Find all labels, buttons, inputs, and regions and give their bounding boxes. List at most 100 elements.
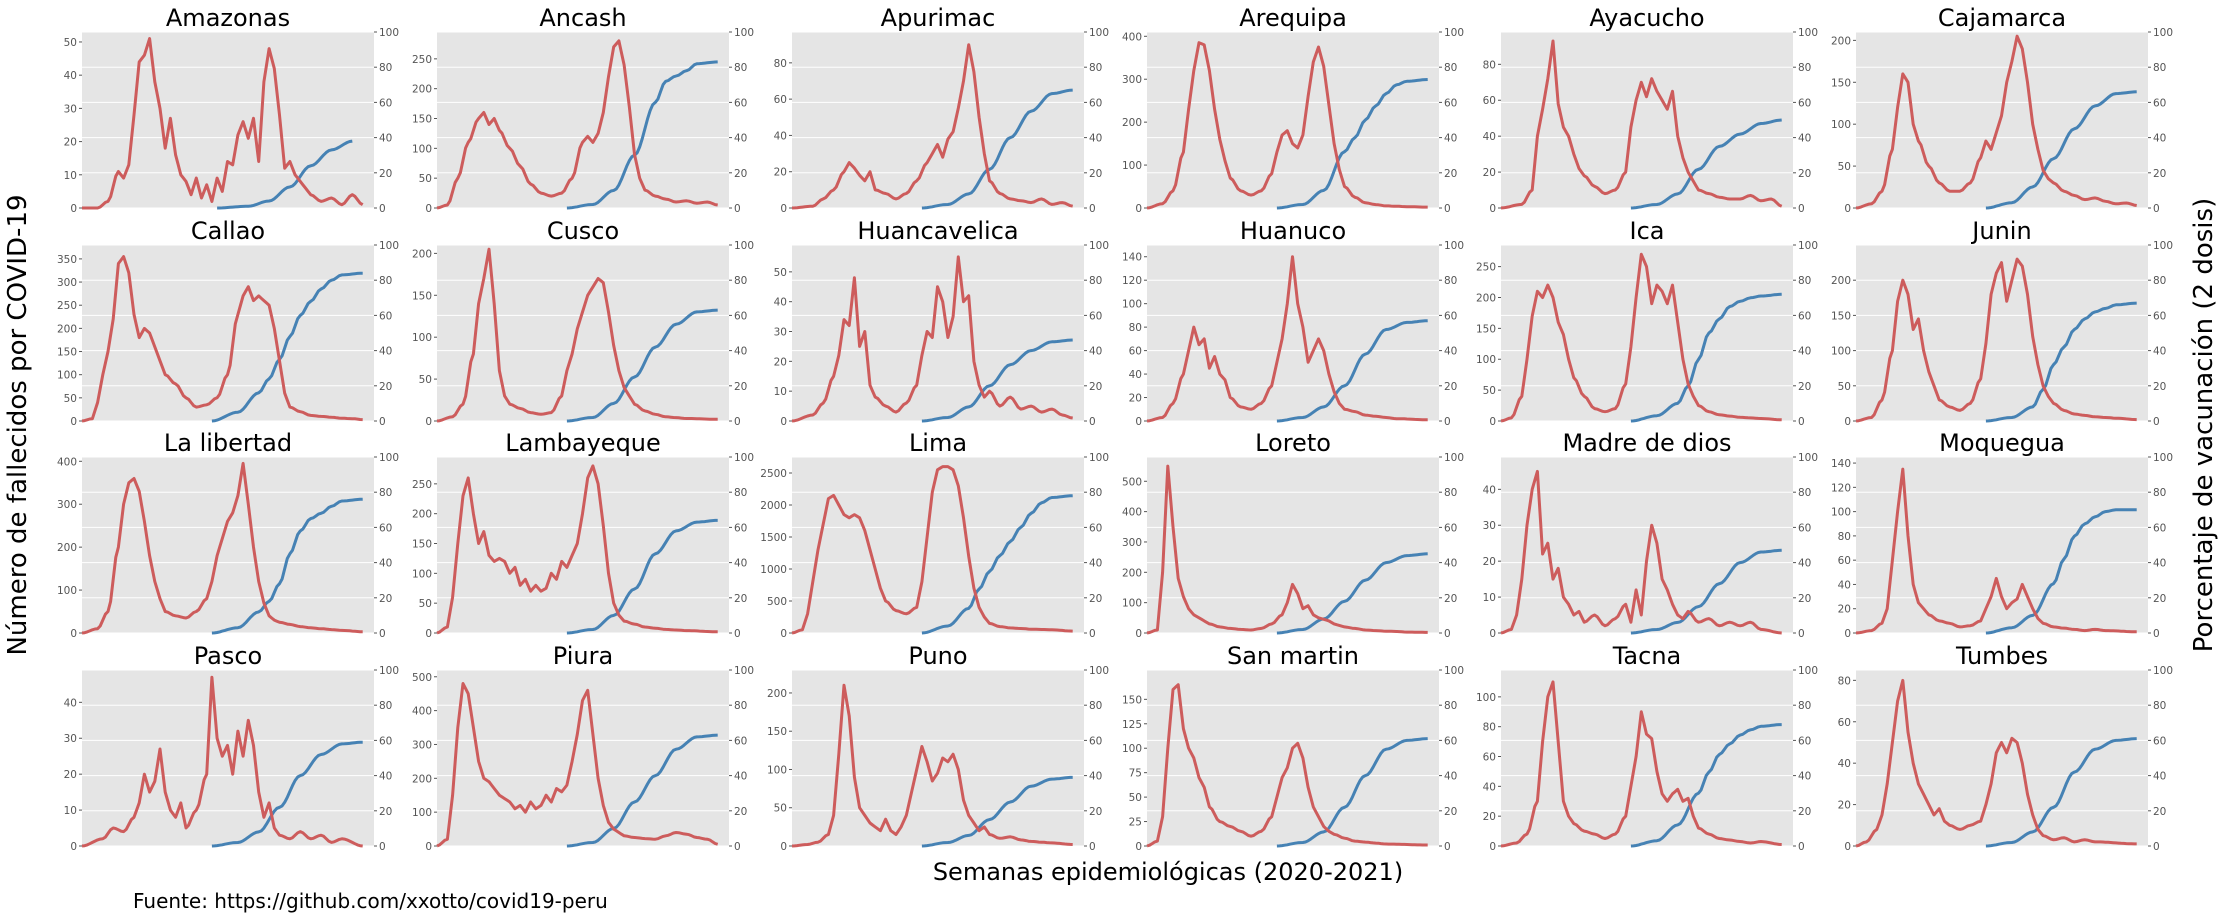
panel-background <box>82 245 374 421</box>
panel-background <box>792 670 1084 846</box>
right-tick-label: 0 <box>1089 416 1096 428</box>
right-tick-label: 20 <box>1798 168 1811 180</box>
left-tick-label: 100 <box>1831 346 1851 358</box>
left-tick-label: 250 <box>412 479 432 491</box>
left-tick-label: 75 <box>1129 768 1142 780</box>
left-tick-label: 120 <box>1831 482 1851 494</box>
panel-background <box>792 245 1084 421</box>
deaths-line <box>1500 469 1782 635</box>
left-tick-label: 50 <box>419 598 432 610</box>
left-tick-label: 100 <box>412 807 432 819</box>
right-tick-label: 60 <box>2153 522 2166 534</box>
right-tick-label: 40 <box>1444 558 1457 570</box>
panel-title: Cusco <box>547 217 619 245</box>
right-tick-label: 100 <box>2153 452 2173 464</box>
right-tick-label: 20 <box>1444 806 1457 818</box>
right-tick-label: 100 <box>1798 665 1818 677</box>
left-tick-label: 80 <box>1838 531 1851 543</box>
right-tick-label: 80 <box>379 487 392 499</box>
right-tick-label: 100 <box>1089 665 1109 677</box>
left-tick-label: 0 <box>1489 203 1496 215</box>
right-tick-label: 40 <box>1444 133 1457 145</box>
panel-arequipa: 0 20 40 60 80 100 0 100 200 300 400 Arequipa <box>1122 4 1464 215</box>
vaccination-line <box>921 338 1073 423</box>
panel-title: Amazonas <box>166 4 290 32</box>
panel-cusco: 0 20 40 60 80 100 0 50 100 150 200 Cusco <box>412 217 754 428</box>
left-tick-label: 40 <box>1838 579 1851 591</box>
right-tick-label: 0 <box>1444 841 1451 853</box>
left-tick-label: 200 <box>1476 292 1496 304</box>
deaths-line <box>1855 467 2137 635</box>
left-tick-label: 100 <box>1122 160 1142 172</box>
panel-title: Lambayeque <box>505 429 661 457</box>
deaths-line <box>1146 683 1428 848</box>
right-tick-label: 80 <box>1798 487 1811 499</box>
left-tick-label: 40 <box>1838 758 1851 770</box>
left-tick-label: 0 <box>780 203 787 215</box>
right-tick-label: 80 <box>1444 275 1457 287</box>
left-tick-label: 100 <box>412 143 432 155</box>
right-tick-label: 40 <box>2153 771 2166 783</box>
panel-title: Ica <box>1630 217 1665 245</box>
right-tick-label: 20 <box>379 806 392 818</box>
right-tick-label: 0 <box>734 628 741 640</box>
deaths-line <box>81 675 363 848</box>
left-tick-label: 20 <box>1483 556 1496 568</box>
right-tick-label: 60 <box>1444 310 1457 322</box>
panel-background <box>1147 32 1439 208</box>
panel-pasco: 0 20 40 60 80 100 0 10 20 30 40 Pasco <box>64 642 399 853</box>
left-tick-label: 100 <box>1476 354 1496 366</box>
right-tick-label: 0 <box>1444 416 1451 428</box>
left-tick-label: 300 <box>1122 537 1142 549</box>
right-tick-label: 20 <box>734 168 747 180</box>
left-tick-label: 300 <box>412 739 432 751</box>
left-tick-label: 50 <box>419 374 432 386</box>
right-tick-label: 60 <box>379 735 392 747</box>
right-tick-label: 60 <box>379 522 392 534</box>
deaths-line <box>1855 678 2137 848</box>
left-tick-label: 100 <box>1831 507 1851 519</box>
left-tick-label: 30 <box>1483 520 1496 532</box>
right-tick-label: 20 <box>2153 806 2166 818</box>
panel-title: Arequipa <box>1239 4 1347 32</box>
left-tick-label: 0 <box>1135 841 1142 853</box>
right-tick-label: 40 <box>1444 346 1457 358</box>
left-tick-label: 150 <box>1831 77 1851 89</box>
right-tick-label: 20 <box>2153 593 2166 605</box>
panels-group: 02040608010001020304050Amazonas020406080… <box>57 4 2173 853</box>
right-tick-label: 80 <box>1798 700 1811 712</box>
left-tick-label: 1500 <box>760 532 787 544</box>
right-tick-label: 100 <box>1444 665 1464 677</box>
right-tick-label: 80 <box>734 700 747 712</box>
right-tick-label: 0 <box>379 628 386 640</box>
panel-title: Huanuco <box>1240 217 1346 245</box>
deaths-line <box>436 39 718 210</box>
left-tick-label: 400 <box>1122 31 1142 43</box>
right-tick-label: 80 <box>2153 275 2166 287</box>
left-tick-label: 0 <box>425 203 432 215</box>
vaccination-line <box>566 308 718 423</box>
left-tick-label: 0 <box>425 416 432 428</box>
left-tick-label: 100 <box>412 332 432 344</box>
right-tick-label: 80 <box>1798 275 1811 287</box>
right-tick-label: 0 <box>1798 628 1805 640</box>
right-tick-label: 40 <box>2153 558 2166 570</box>
left-tick-label: 50 <box>774 803 787 815</box>
right-tick-label: 100 <box>379 452 399 464</box>
right-tick-label: 40 <box>734 558 747 570</box>
left-tick-label: 2000 <box>760 500 787 512</box>
right-tick-label: 60 <box>734 522 747 534</box>
panel-title: Callao <box>191 217 265 245</box>
left-tick-label: 20 <box>64 769 77 781</box>
right-tick-label: 40 <box>1798 558 1811 570</box>
vaccination-line <box>1630 548 1782 635</box>
left-tick-label: 60 <box>1838 555 1851 567</box>
right-tick-label: 60 <box>1444 97 1457 109</box>
right-tick-label: 0 <box>1089 841 1096 853</box>
left-tick-label: 50 <box>64 37 77 49</box>
panel-background <box>437 457 729 633</box>
deaths-line <box>1855 257 2137 423</box>
left-tick-label: 200 <box>1831 275 1851 287</box>
left-tick-label: 30 <box>64 103 77 115</box>
